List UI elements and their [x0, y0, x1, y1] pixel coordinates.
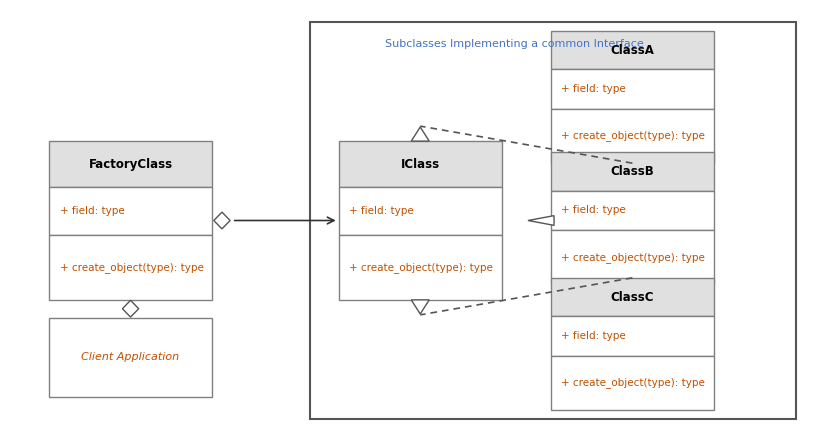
Polygon shape — [411, 127, 429, 141]
Text: IClass: IClass — [401, 157, 440, 171]
Bar — [339, 187, 502, 235]
Bar — [49, 318, 212, 397]
Text: + field: type: + field: type — [349, 206, 414, 216]
Bar — [49, 235, 212, 300]
Text: + create_object(type): type: + create_object(type): type — [561, 377, 705, 389]
Text: + create_object(type): type: + create_object(type): type — [349, 262, 493, 273]
Bar — [551, 69, 714, 108]
Text: + create_object(type): type: + create_object(type): type — [561, 131, 705, 142]
Bar — [310, 22, 796, 419]
Bar — [551, 191, 714, 230]
Text: + create_object(type): type: + create_object(type): type — [561, 252, 705, 263]
Bar — [49, 141, 212, 187]
Polygon shape — [214, 212, 230, 229]
Text: + field: type: + field: type — [561, 205, 626, 215]
Bar — [551, 108, 714, 163]
Text: ClassB: ClassB — [610, 165, 654, 178]
Polygon shape — [411, 300, 429, 314]
Text: Client Application: Client Application — [82, 352, 180, 362]
Bar — [551, 278, 714, 316]
Text: ClassC: ClassC — [610, 291, 654, 303]
Bar — [551, 152, 714, 191]
Text: Subclasses Implementing a common Interface: Subclasses Implementing a common Interfa… — [384, 39, 643, 49]
Bar — [551, 31, 714, 69]
Bar — [551, 355, 714, 410]
Bar — [49, 187, 212, 235]
Text: + field: type: + field: type — [561, 84, 626, 94]
Text: + field: type: + field: type — [60, 206, 124, 216]
Text: FactoryClass: FactoryClass — [88, 157, 173, 171]
Bar — [551, 316, 714, 355]
Bar — [339, 141, 502, 187]
Polygon shape — [528, 216, 554, 225]
Polygon shape — [122, 300, 139, 317]
Bar — [339, 235, 502, 300]
Text: + create_object(type): type: + create_object(type): type — [60, 262, 203, 273]
Text: + field: type: + field: type — [561, 331, 626, 341]
Text: ClassA: ClassA — [610, 44, 654, 56]
Bar — [551, 230, 714, 284]
